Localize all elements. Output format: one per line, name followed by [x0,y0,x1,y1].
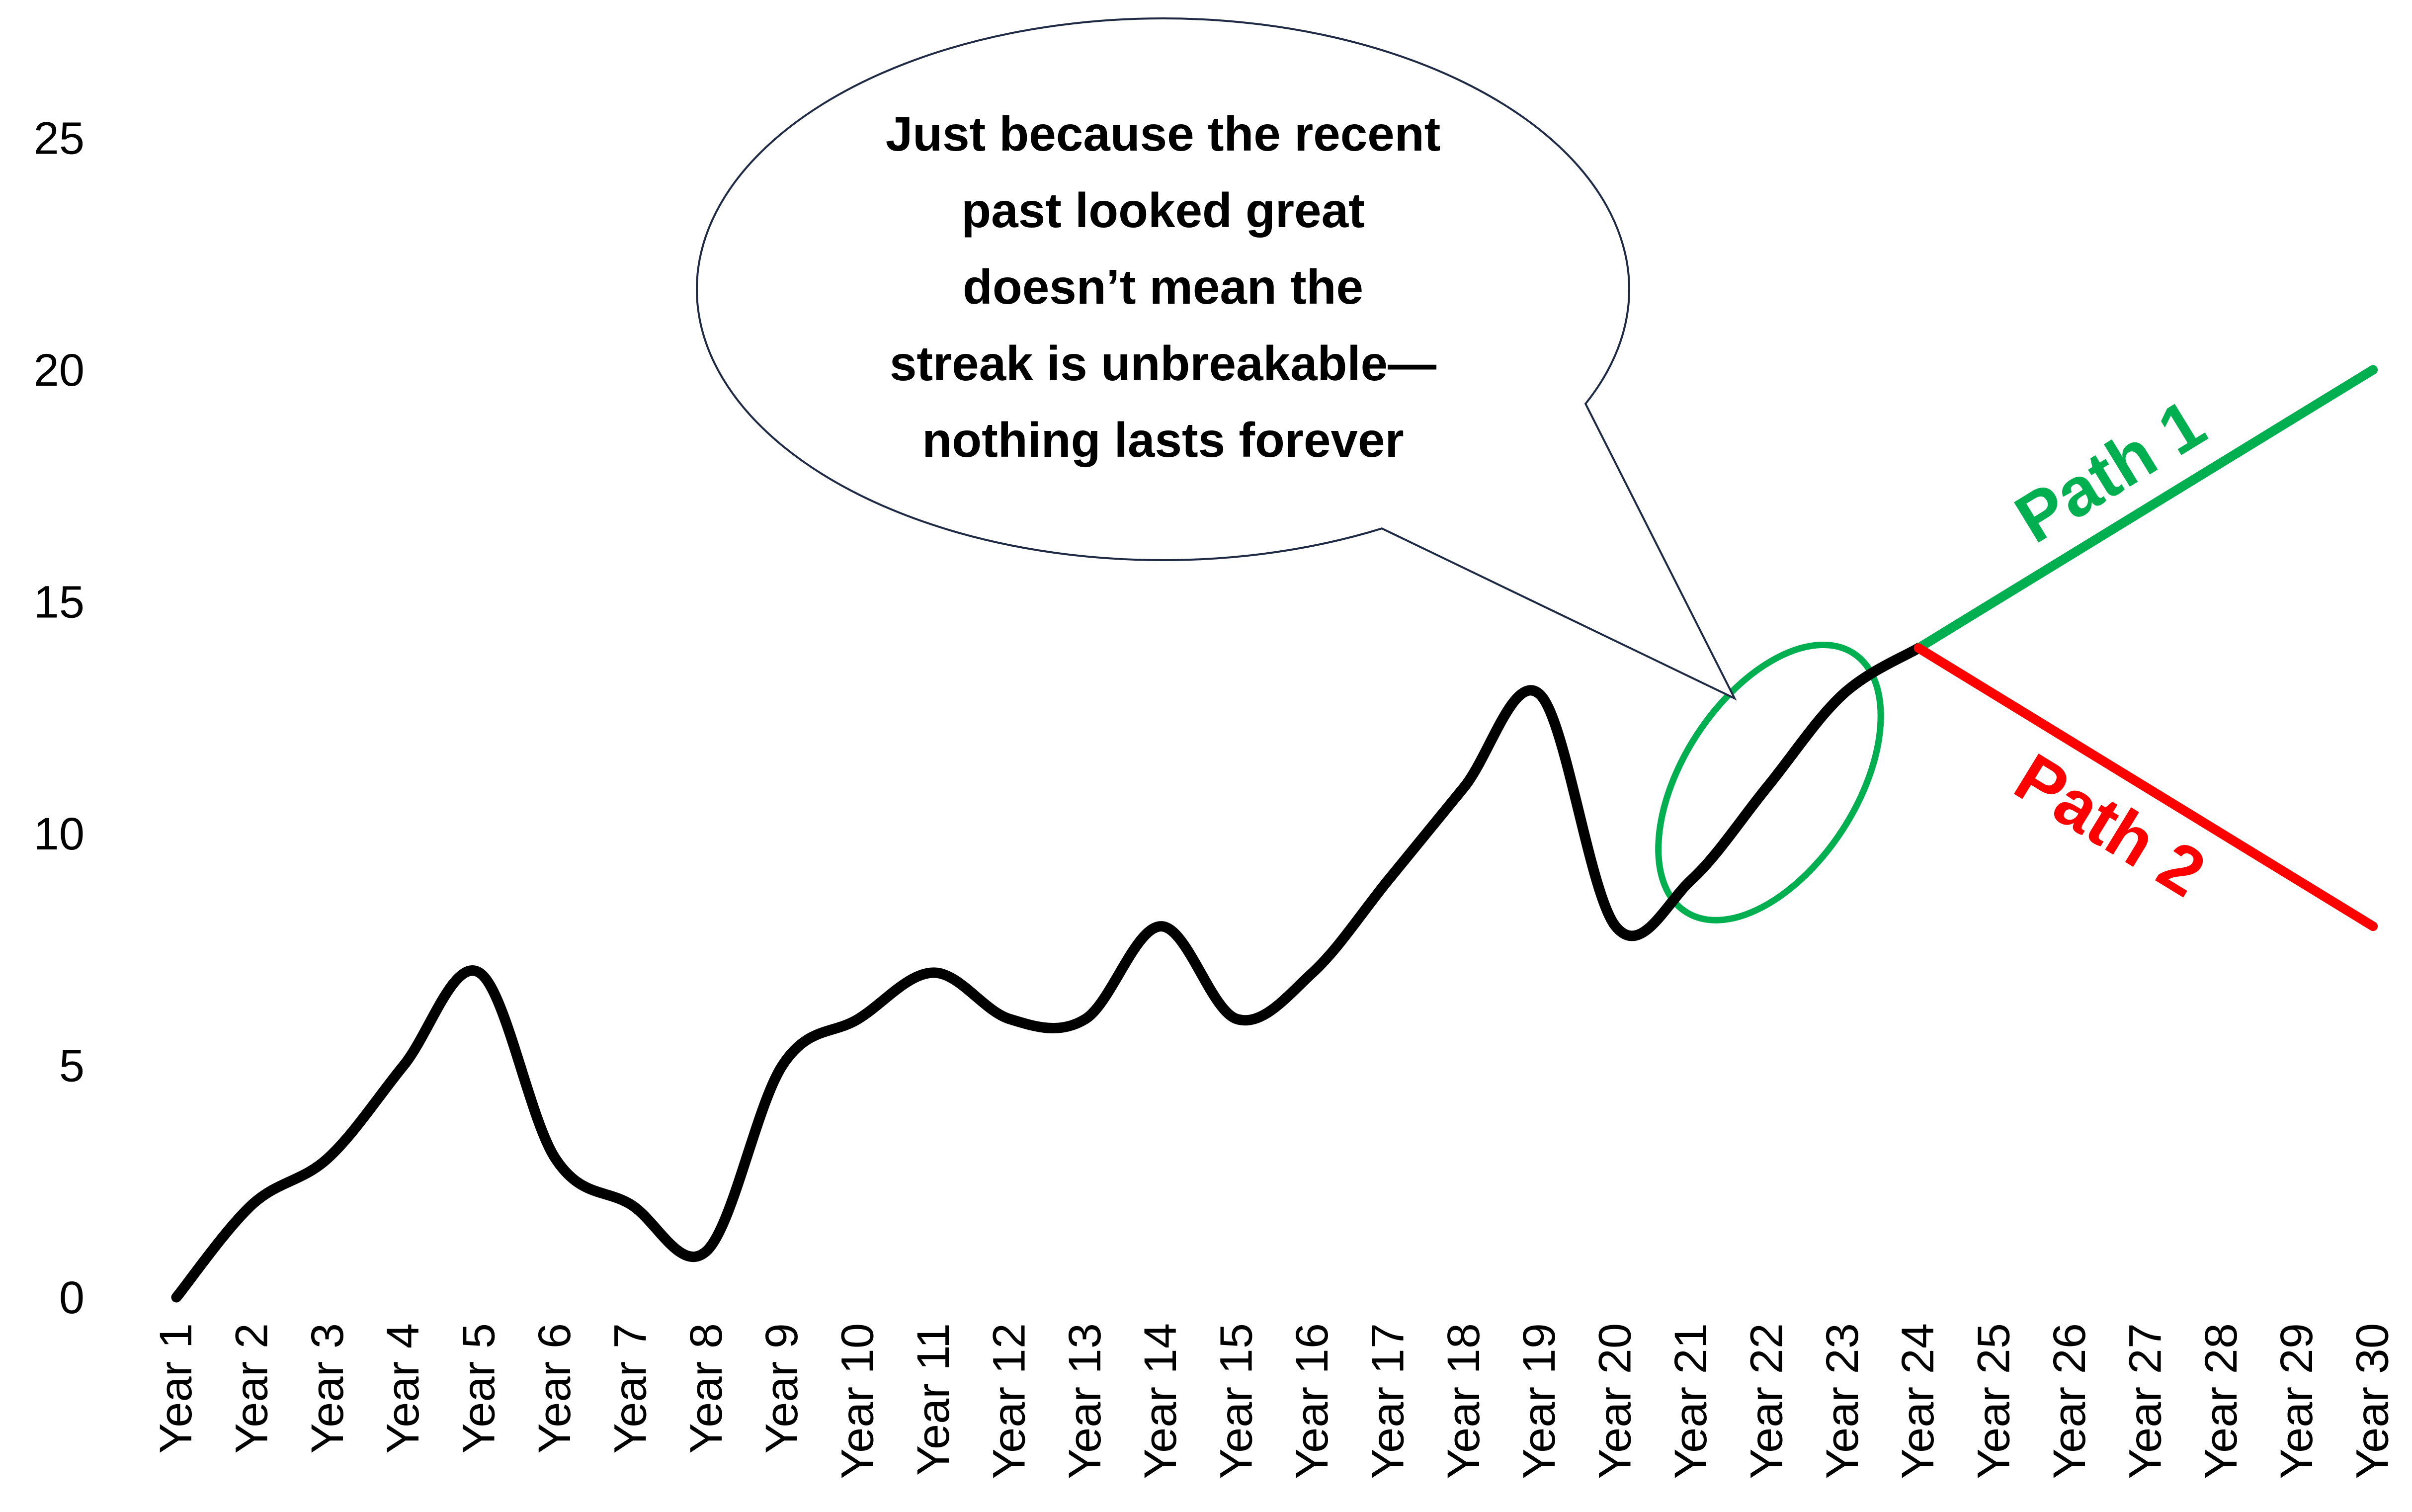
x-tick-label: Year 24 [1893,1323,1943,1479]
x-tick-label: Year 2 [226,1323,277,1454]
x-tick-label: Year 1 [151,1323,201,1454]
x-tick-label: Year 18 [1438,1323,1489,1479]
highlight-layer [1655,641,1884,924]
highlight-ellipse [1655,641,1884,924]
x-tick-label: Year 25 [1969,1323,2019,1479]
y-tick-label: 5 [59,1041,84,1092]
callout-text-line: streak is unbreakable— [890,336,1436,391]
x-tick-label: Year 6 [529,1323,580,1454]
y-tick-label: 0 [59,1272,84,1323]
x-tick-label: Year 13 [1060,1323,1110,1479]
x-tick-label: Year 3 [302,1323,353,1454]
x-tick-label: Year 26 [2044,1323,2095,1479]
x-tick-label: Year 20 [1590,1323,1641,1479]
x-tick-label: Year 11 [908,1323,959,1476]
callout-text-line: nothing lasts forever [922,413,1404,467]
callout-text-line: doesn’t mean the [963,259,1363,314]
x-tick-label: Year 15 [1211,1323,1262,1479]
x-tick-label: Year 27 [2120,1323,2170,1479]
x-tick-label: Year 28 [2196,1323,2246,1479]
x-tick-label: Year 14 [1135,1323,1186,1479]
x-tick-label: Year 9 [756,1323,807,1454]
y-tick-label: 20 [34,345,84,396]
y-tick-label: 10 [34,809,84,859]
x-tick-label: Year 5 [454,1323,504,1454]
x-tick-label: Year 12 [984,1323,1034,1479]
x-tick-label: Year 4 [378,1323,428,1454]
x-tick-label: Year 22 [1741,1323,1792,1479]
series-line-history [171,643,1924,1303]
x-tick-label: Year 8 [681,1323,732,1454]
x-tick-label: Year 29 [2271,1323,2322,1479]
series-line-path-1 [1913,365,2378,653]
y-tick-label: 25 [34,113,84,164]
series-line-path-2 [1913,643,2378,931]
callout-text-line: past looked great [961,183,1364,238]
speech-bubble [696,17,1737,701]
x-tick-label: Year 21 [1665,1323,1716,1479]
y-tick-label: 15 [34,577,84,628]
x-tick-label: Year 23 [1817,1323,1868,1479]
series-layer [171,365,2378,1303]
x-tick-label: Year 30 [2347,1323,2398,1479]
x-tick-label: Year 16 [1287,1323,1337,1479]
x-tick-label: Year 7 [605,1323,656,1454]
callout-text-line: Just because the recent [886,106,1441,161]
x-tick-label: Year 19 [1514,1323,1565,1479]
x-tick-label: Year 10 [832,1323,883,1479]
callout-layer: Just because the recent past looked great… [696,17,1737,701]
axis-layer: 0 5 10 15 20 25 Year 1 Year 2 Year 3 Year 4 Year 5… [34,113,2398,1479]
x-tick-label: Year 17 [1362,1323,1413,1479]
